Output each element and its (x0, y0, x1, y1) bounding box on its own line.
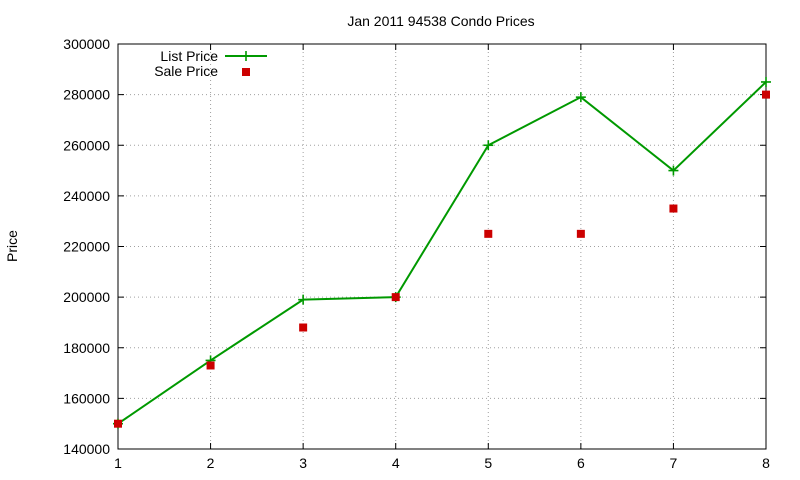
list-price-line (117, 81, 767, 425)
y-tick-label: 260000 (63, 137, 110, 153)
sale-price-point (762, 90, 770, 99)
x-tick-label: 5 (484, 455, 492, 471)
sale-price-point (576, 229, 585, 238)
x-tick-label: 6 (577, 455, 585, 471)
sale-price-point (669, 204, 678, 213)
legend-square-sale-price (242, 68, 250, 76)
x-tick-label: 3 (299, 455, 307, 471)
grid-lines (118, 44, 766, 449)
y-axis: 140000 160000 180000 200000 220000 240000 2600… (63, 36, 766, 457)
y-axis-label: Price (4, 230, 20, 262)
list-price-point (668, 165, 679, 176)
x-tick-label: 8 (762, 455, 770, 471)
chart-title: Jan 2011 94538 Condo Prices (347, 13, 534, 29)
legend-plus-list-price (241, 51, 251, 61)
y-tick-label: 160000 (63, 390, 110, 406)
list-price-point (761, 76, 771, 87)
list-price-point (575, 92, 586, 103)
y-tick-label: 200000 (63, 289, 110, 305)
list-price-point (483, 140, 494, 151)
x-axis: 1 2 3 4 5 6 7 8 (114, 44, 770, 471)
sale-price-point (114, 419, 122, 428)
y-tick-label: 220000 (63, 239, 110, 255)
legend-marker-sale-price (242, 68, 250, 76)
series-list-price (113, 76, 771, 429)
x-tick-label: 4 (392, 455, 400, 471)
legend: List Price Sale Price (154, 48, 267, 79)
sale-price-point (206, 361, 215, 370)
legend-label-sale-price: Sale Price (154, 63, 218, 79)
y-tick-label: 140000 (63, 441, 110, 457)
x-tick-label: 7 (670, 455, 678, 471)
series-sale-price (114, 90, 770, 428)
y-tick-label: 280000 (63, 87, 110, 103)
legend-label-list-price: List Price (160, 48, 218, 64)
x-tick-label: 1 (114, 455, 122, 471)
sale-price-point (391, 293, 400, 302)
sale-price-point (299, 323, 308, 332)
y-tick-label: 240000 (63, 188, 110, 204)
y-tick-label: 300000 (63, 36, 110, 52)
x-tick-label: 2 (207, 455, 215, 471)
list-price-point (298, 294, 309, 305)
legend-marker-list-price (225, 51, 267, 61)
sale-price-point (484, 229, 493, 238)
y-tick-label: 180000 (63, 340, 110, 356)
